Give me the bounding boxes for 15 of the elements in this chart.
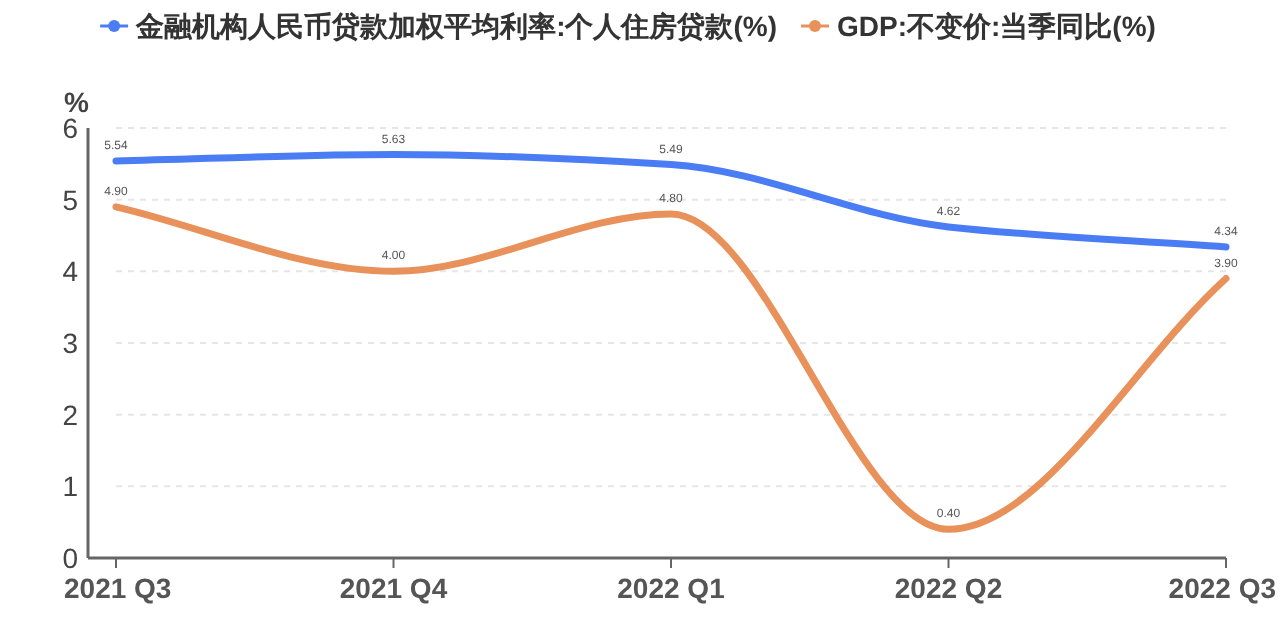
legend-label: GDP:不变价:当季同比(%) (837, 10, 1156, 42)
y-tick-label: 5 (62, 183, 79, 216)
y-axis-title: % (64, 86, 90, 118)
x-tick-label: 2021 Q3 (64, 572, 172, 604)
y-tick-label: 4 (62, 255, 79, 288)
y-tick-label: 1 (62, 470, 79, 503)
x-tick-label: 2022 Q1 (617, 572, 726, 604)
y-tick-label: 3 (62, 327, 79, 359)
y-tick-label: 6 (62, 112, 79, 144)
legend-label: 金融机构人民币贷款加权平均利率:个人住房贷款(%) (134, 10, 777, 42)
x-tick-label: 2021 Q4 (339, 572, 448, 604)
x-tick-label: 2022 Q2 (894, 572, 1003, 604)
y-tick-label: 0 (62, 542, 79, 574)
x-tick-label: 2022 Q3 (1168, 572, 1277, 604)
y-tick-label: 2 (62, 398, 79, 431)
